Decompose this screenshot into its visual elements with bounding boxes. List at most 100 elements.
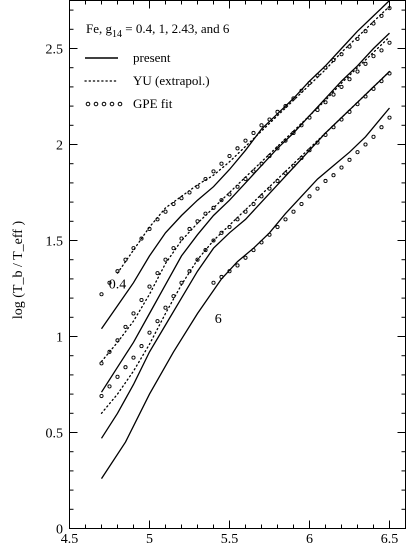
data-point-gpe6 (259, 240, 264, 245)
data-point-gpe2.43 (251, 201, 256, 207)
data-point-gpe1 (187, 226, 192, 232)
data-point-gpe2.43 (123, 365, 128, 370)
data-point-gpe0.4 (363, 29, 368, 34)
series-line-g6 (100, 107, 390, 479)
data-point-gpe0.4 (219, 161, 224, 166)
data-point-gpe2.43 (115, 374, 120, 379)
data-point-gpe0.4 (227, 153, 232, 159)
legend-gpe-marker (93, 101, 99, 107)
data-point-gpe2.43 (315, 140, 320, 145)
data-point-gpe6 (363, 142, 368, 147)
data-point-gpe0.4 (347, 44, 352, 49)
data-point-gpe0.4 (139, 236, 144, 241)
data-point-gpe0.4 (131, 246, 136, 251)
data-point-gpe2.43 (99, 393, 104, 399)
data-point-gpe0.4 (379, 13, 384, 18)
data-point-gpe0.4 (355, 36, 360, 41)
legend-gpe-marker (101, 101, 107, 107)
data-point-gpe2.43 (339, 117, 344, 122)
data-point-gpe6 (347, 157, 352, 162)
data-point-gpe6 (227, 269, 232, 274)
data-point-gpe1 (387, 40, 392, 45)
y-tick-label: 1.5 (46, 235, 64, 250)
series-layer (99, 0, 392, 479)
data-point-gpe0.4 (235, 146, 240, 151)
data-point-gpe2.43 (331, 125, 336, 130)
data-point-gpe1 (171, 246, 176, 251)
data-point-gpe1 (235, 184, 240, 189)
data-point-gpe2.43 (227, 225, 232, 230)
x-tick-label: 6 (306, 532, 313, 545)
data-point-gpe1 (107, 349, 112, 354)
data-point-gpe2.43 (387, 71, 392, 76)
data-point-gpe2.43 (347, 109, 352, 114)
data-point-gpe1 (115, 338, 120, 343)
data-point-gpe2.43 (163, 305, 168, 310)
data-point-gpe1 (339, 84, 344, 89)
data-point-gpe1 (291, 130, 296, 136)
data-point-gpe1 (99, 361, 104, 366)
data-point-gpe2.43 (219, 230, 224, 235)
data-point-gpe6 (307, 194, 312, 199)
data-point-gpe2.43 (243, 209, 248, 214)
data-point-gpe1 (163, 257, 168, 262)
data-point-gpe0.4 (203, 177, 208, 182)
data-point-gpe2.43 (307, 148, 312, 153)
data-point-gpe6 (291, 209, 296, 214)
legend-gpe-label: GPE fit (133, 96, 173, 111)
data-point-gpe1 (331, 92, 336, 97)
data-point-gpe1 (299, 123, 304, 128)
data-point-gpe1 (363, 61, 368, 66)
data-point-gpe0.4 (299, 88, 304, 93)
legend-yu-label: YU (extrapol.) (133, 73, 210, 88)
data-point-gpe2.43 (371, 86, 376, 91)
data-point-gpe0.4 (323, 65, 328, 70)
curve-annotation: 0.4 (109, 278, 127, 293)
data-point-gpe0.4 (371, 21, 376, 26)
legend-gpe-marker (117, 101, 123, 107)
data-point-gpe1 (219, 198, 224, 203)
data-point-gpe1 (195, 219, 200, 224)
annotation-layer: 0.46 (109, 278, 222, 328)
data-point-gpe1 (243, 177, 248, 182)
data-point-gpe6 (267, 232, 272, 237)
data-point-gpe0.4 (243, 138, 248, 143)
x-tick-label: 5.5 (221, 532, 239, 545)
x-tick-label: 4.5 (61, 532, 79, 545)
data-point-gpe2.43 (283, 171, 288, 176)
data-point-gpe6 (211, 280, 216, 285)
data-point-gpe0.4 (155, 217, 160, 222)
data-point-gpe6 (379, 125, 384, 130)
legend-present-label: present (133, 50, 171, 65)
ticks-layer: 4.5 5 5.5 6 6.5 0 0.5 1 1.5 2 2.5 (46, 0, 406, 545)
data-point-gpe0.4 (275, 109, 280, 114)
data-point-gpe1 (379, 48, 384, 53)
legend-gpe-marker (109, 101, 115, 107)
data-point-gpe6 (315, 186, 320, 191)
data-point-gpe0.4 (99, 292, 104, 297)
data-point-gpe2.43 (195, 257, 200, 262)
curve-annotation: 6 (215, 312, 222, 327)
data-point-gpe2.43 (235, 217, 240, 222)
data-point-gpe1 (267, 153, 272, 159)
data-point-gpe6 (371, 134, 376, 139)
data-point-gpe1 (259, 161, 264, 166)
data-point-gpe1 (155, 271, 160, 276)
data-point-gpe6 (323, 178, 328, 184)
data-point-gpe2.43 (259, 194, 264, 199)
data-point-gpe0.4 (107, 280, 112, 285)
data-point-gpe2.43 (275, 178, 280, 184)
data-point-gpe6 (283, 217, 288, 222)
data-point-gpe0.4 (315, 73, 320, 78)
data-point-gpe2.43 (291, 163, 296, 168)
data-point-gpe1 (227, 192, 232, 197)
data-point-gpe2.43 (179, 280, 184, 285)
series-line-g1 (100, 32, 390, 393)
plot-frame (69, 0, 406, 529)
data-point-gpe0.4 (283, 104, 288, 109)
data-point-gpe0.4 (331, 57, 336, 63)
data-point-gpe6 (387, 115, 392, 120)
data-point-gpe6 (331, 173, 336, 178)
data-point-gpe1 (283, 138, 288, 143)
